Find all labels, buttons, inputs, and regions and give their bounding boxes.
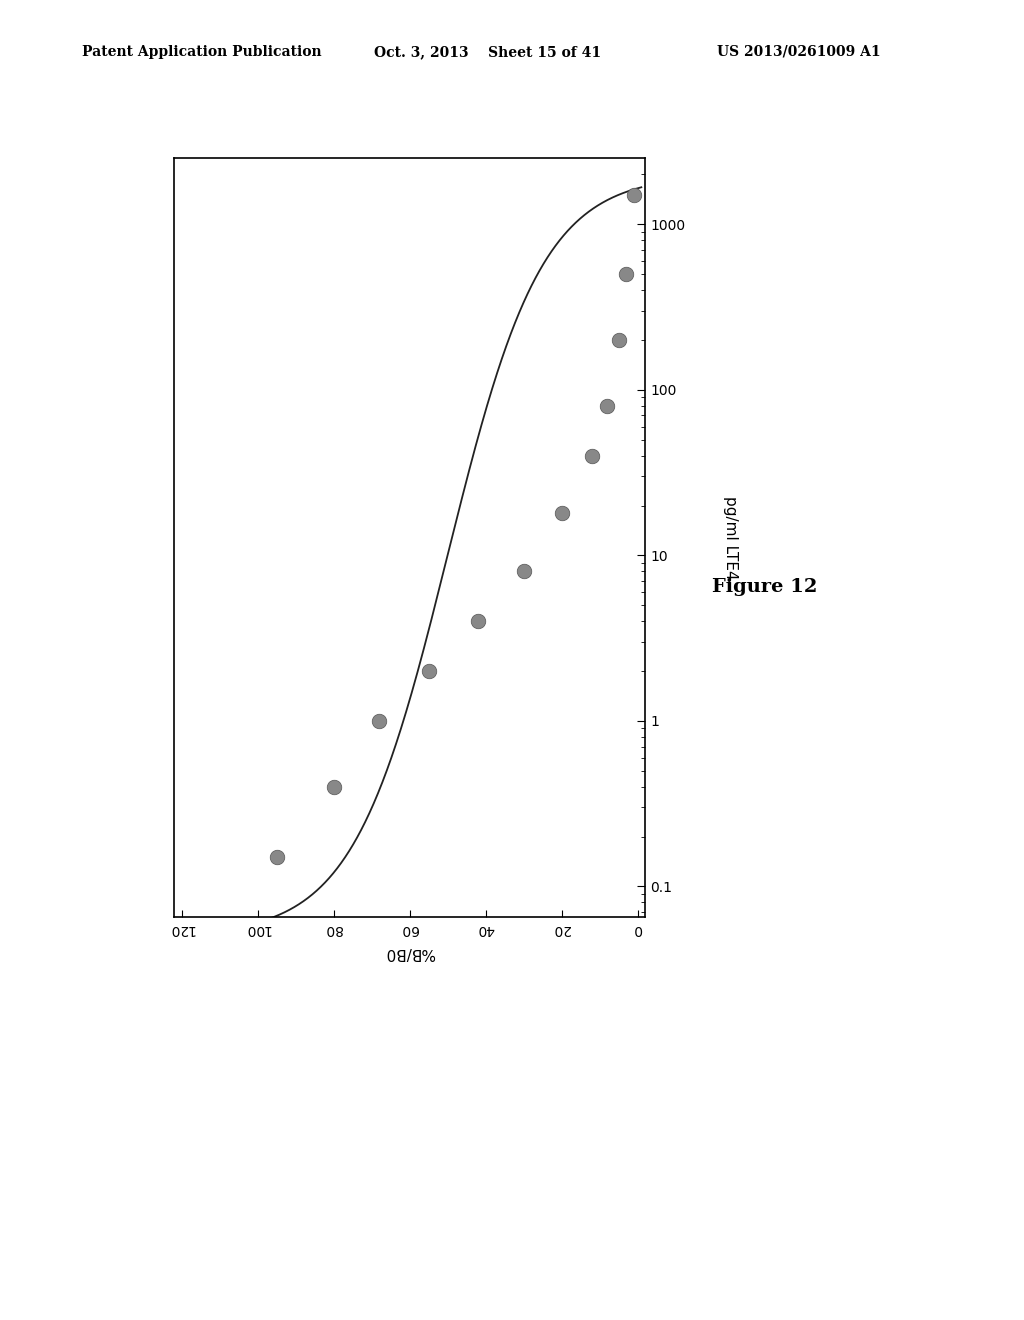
- Point: [421, 660, 437, 681]
- Point: [553, 503, 569, 524]
- Text: US 2013/0261009 A1: US 2013/0261009 A1: [717, 45, 881, 59]
- Point: [515, 561, 531, 582]
- X-axis label: %B/B0: %B/B0: [384, 945, 435, 960]
- Point: [584, 445, 600, 466]
- Point: [617, 264, 634, 285]
- Text: Patent Application Publication: Patent Application Publication: [82, 45, 322, 59]
- Point: [371, 710, 387, 731]
- Point: [470, 611, 486, 632]
- Point: [599, 395, 615, 416]
- Point: [626, 185, 642, 206]
- Text: Oct. 3, 2013    Sheet 15 of 41: Oct. 3, 2013 Sheet 15 of 41: [374, 45, 601, 59]
- Point: [326, 776, 342, 797]
- Point: [610, 330, 627, 351]
- Point: [268, 846, 285, 867]
- Text: Figure 12: Figure 12: [712, 578, 817, 597]
- Y-axis label: pg/ml LTE4: pg/ml LTE4: [723, 496, 738, 579]
